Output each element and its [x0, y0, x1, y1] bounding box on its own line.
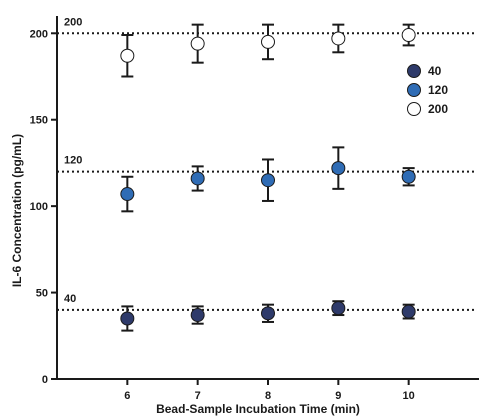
y-tick-label: 200	[30, 28, 48, 40]
legend-label-120: 120	[428, 83, 448, 97]
y-tick-label: 0	[42, 374, 48, 386]
series-120	[120, 146, 416, 213]
reference-label-40: 40	[64, 293, 76, 305]
x-tick-label: 9	[335, 390, 341, 402]
reference-lines: 40 120 200	[57, 16, 476, 311]
data-series	[120, 23, 416, 332]
data-point	[401, 304, 416, 319]
series-200	[120, 23, 416, 78]
data-point	[190, 36, 205, 51]
x-tick-label: 7	[195, 390, 201, 402]
data-point	[261, 34, 275, 49]
y-tick-label: 50	[36, 288, 48, 300]
reference-label-200: 200	[64, 16, 82, 28]
legend-label-200: 200	[428, 102, 448, 116]
data-point	[331, 31, 346, 46]
data-point	[331, 161, 346, 176]
legend-marker-200	[407, 102, 421, 116]
reference-label-120: 120	[64, 155, 82, 167]
x-tick-label: 10	[403, 390, 415, 402]
data-point	[190, 308, 205, 323]
x-tick-label: 6	[124, 390, 130, 402]
legend-marker-120	[407, 83, 421, 97]
data-point	[261, 306, 275, 321]
series-40	[120, 300, 416, 332]
x-tick-label: 8	[265, 390, 271, 402]
legend-marker-40	[407, 64, 421, 78]
data-point	[261, 173, 275, 188]
data-point	[401, 169, 416, 184]
x-axis-title: Bead-Sample Incubation Time (min)	[156, 402, 360, 416]
y-tick-label: 100	[30, 201, 48, 213]
data-point	[401, 28, 416, 43]
data-point	[120, 187, 135, 202]
y-tick-label: 150	[30, 115, 48, 127]
data-point	[120, 48, 135, 63]
data-point	[190, 171, 205, 186]
y-axis-title: IL-6 Concentration (pg/mL)	[10, 134, 24, 287]
legend-label-40: 40	[428, 64, 442, 78]
ticks: 0 50 100 150 200 6 7 8 9 10	[30, 28, 415, 402]
legend: 40 120 200	[407, 64, 448, 116]
data-point	[120, 311, 135, 326]
data-point	[331, 301, 346, 316]
